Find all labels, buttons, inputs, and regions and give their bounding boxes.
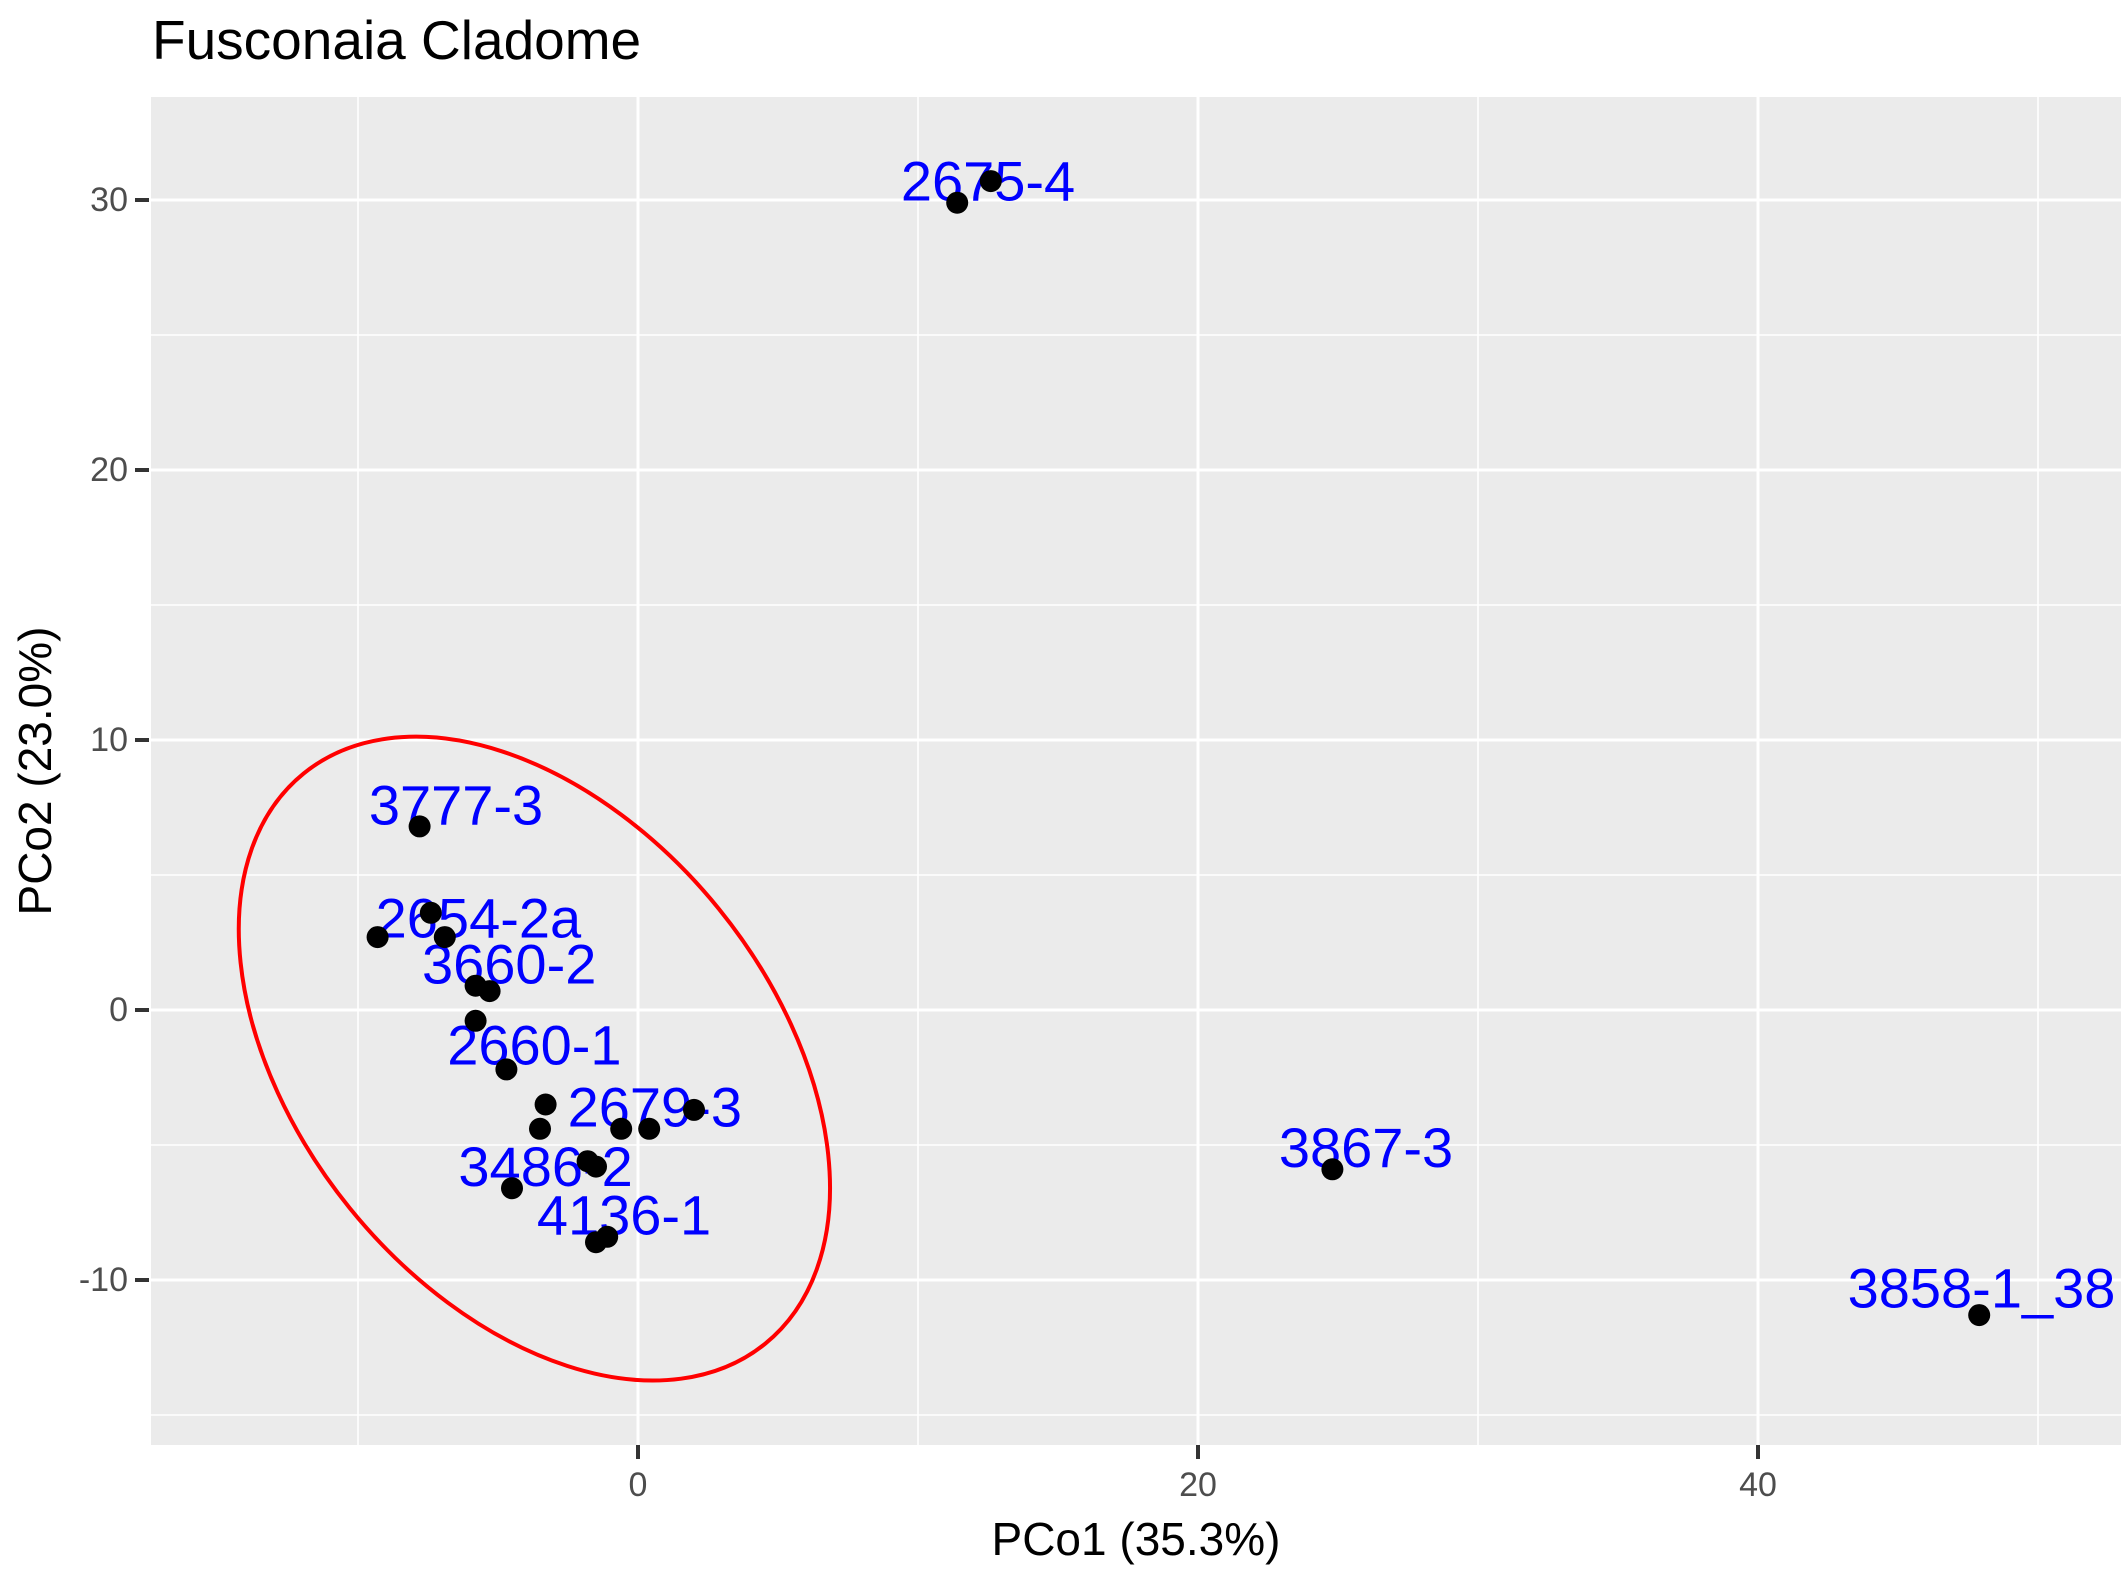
point-label: 4136-1 (537, 1184, 711, 1247)
data-point (610, 1117, 633, 1140)
plot-panel: 2675-43777-32654-2a3660-22660-12679-3348… (151, 97, 2121, 1445)
y-axis-title: PCo2 (23.0%) (9, 626, 61, 916)
data-point (495, 1058, 518, 1081)
data-point (534, 1093, 557, 1116)
x-tick-mark (1196, 1445, 1200, 1459)
data-point (683, 1098, 705, 1121)
data-point (1321, 1158, 1344, 1181)
data-point (946, 191, 969, 214)
y-tick-mark (135, 1008, 149, 1012)
data-point (464, 1009, 487, 1032)
x-axis-title: PCo1 (35.3%) (991, 1513, 1281, 1565)
y-tick-mark (135, 468, 149, 472)
plot-title: Fusconaia Cladome (152, 9, 642, 71)
y-tick-label: 0 (109, 991, 128, 1029)
point-label: 3777-3 (369, 773, 543, 836)
data-point (585, 1155, 607, 1178)
x-tick-label: 0 (628, 1466, 648, 1504)
data-point (596, 1225, 619, 1248)
x-tick-label: 20 (1179, 1466, 1217, 1504)
data-point (478, 980, 501, 1003)
data-point (638, 1117, 661, 1140)
point-label: 2654-2a (376, 887, 582, 950)
x-tick-mark (636, 1445, 640, 1459)
y-tick-label: 10 (90, 721, 128, 759)
y-tick-label: -10 (78, 1261, 128, 1299)
y-tick-label: 30 (90, 181, 128, 219)
y-tick-label: 20 (90, 451, 128, 489)
cluster-ellipse (236, 734, 833, 1383)
data-point (979, 170, 1002, 193)
y-tick-mark (135, 198, 149, 202)
scatter-plot-canvas: 2675-43777-32654-2a3660-22660-12679-3348… (151, 97, 2121, 1445)
x-tick-mark (1756, 1445, 1760, 1459)
data-point (419, 901, 442, 924)
data-point (529, 1117, 551, 1140)
x-tick-label: 40 (1739, 1466, 1777, 1504)
point-label: 3867-3 (1279, 1116, 1453, 1179)
data-point (433, 926, 456, 949)
data-point (366, 926, 389, 949)
data-point (501, 1177, 523, 1200)
data-point (408, 815, 431, 838)
data-point (1968, 1304, 1991, 1327)
y-tick-mark (135, 1278, 149, 1282)
y-tick-mark (135, 738, 149, 742)
